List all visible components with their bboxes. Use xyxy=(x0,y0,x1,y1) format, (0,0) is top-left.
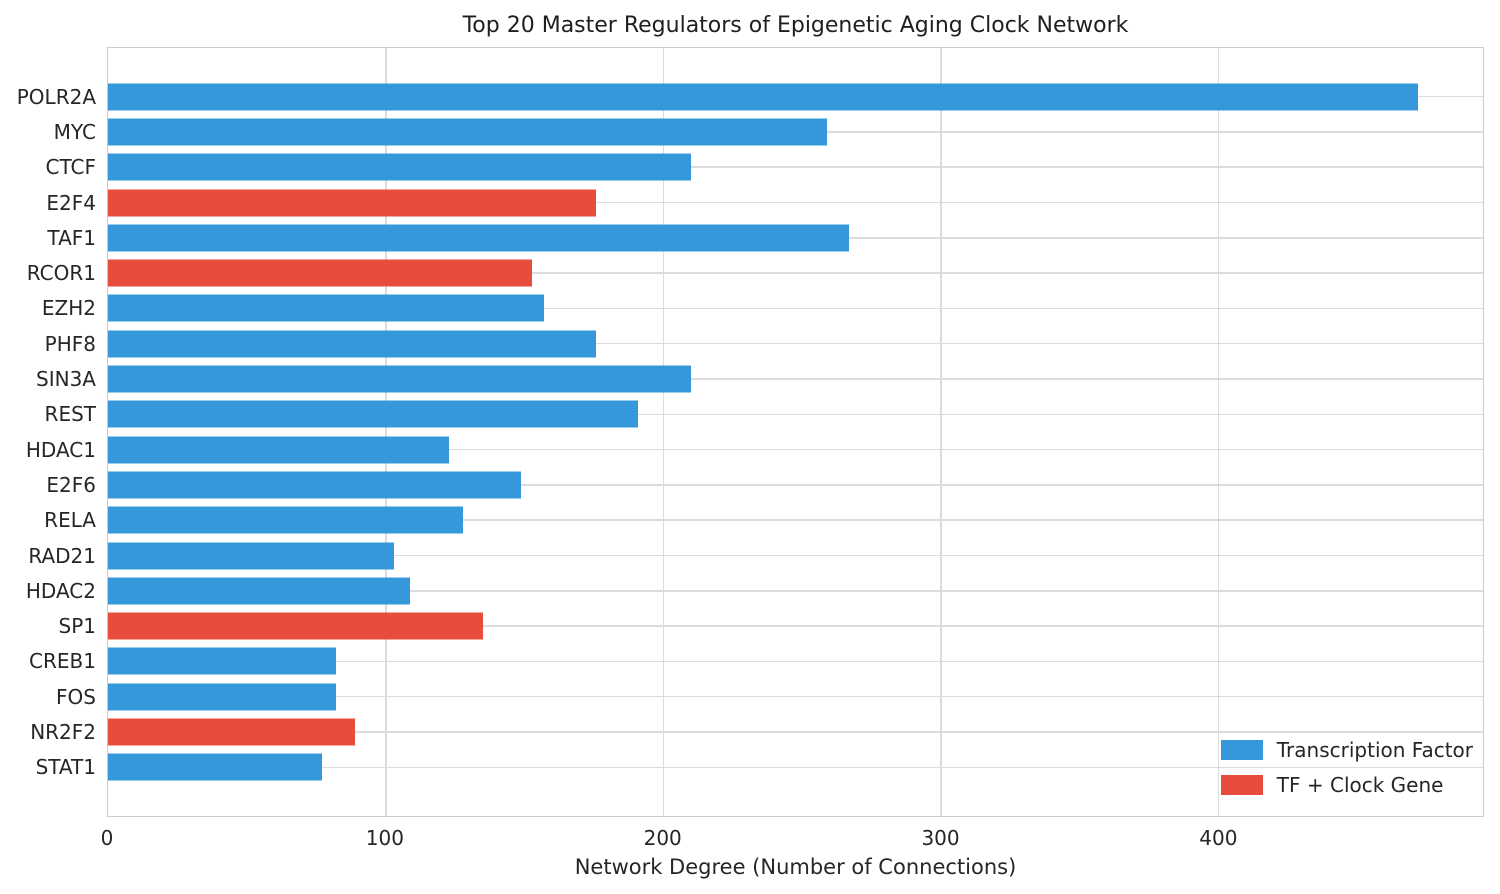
bar-rows: POLR2A MYC CTCF E2F4 TAF1 RCOR1 EZH2 PHF8 SIN3A R… xyxy=(17,48,1483,816)
gridline-x-400 xyxy=(1217,48,1220,816)
xtick-label-400: 400 xyxy=(1199,826,1238,850)
bar-HDAC2 xyxy=(108,577,411,605)
row-FOS: FOS xyxy=(56,679,1483,714)
ytick-label-RCOR1: RCOR1 xyxy=(26,261,96,286)
row-PHF8: PHF8 xyxy=(45,326,1483,361)
gridline-y-CREB1 xyxy=(108,660,1483,663)
ytick-label-REST: REST xyxy=(44,402,96,427)
row-NR2F2: NR2F2 xyxy=(30,714,1483,749)
gridline-y-RAD21 xyxy=(108,554,1483,557)
ytick-label-SIN3A: SIN3A xyxy=(36,367,96,392)
legend-swatch-clock xyxy=(1220,774,1263,795)
row-E2F6: E2F6 xyxy=(46,467,1483,502)
gridline-y-RELA xyxy=(108,519,1483,521)
row-STAT1: STAT1 xyxy=(36,750,1483,785)
x-axis-ticks: 0 100 200 300 400 xyxy=(101,826,1484,852)
ytick-label-NR2F2: NR2F2 xyxy=(30,719,96,744)
bar-MYC xyxy=(108,118,827,146)
row-RELA: RELA xyxy=(44,503,1483,538)
gridline-x-200 xyxy=(662,48,665,816)
row-MYC: MYC xyxy=(54,114,1483,149)
xtick-label-0: 0 xyxy=(100,826,114,850)
gridline-y-RCOR1 xyxy=(108,272,1483,274)
xtick-label-100: 100 xyxy=(365,826,404,850)
ytick-label-E2F4: E2F4 xyxy=(46,190,96,215)
bar-RELA xyxy=(108,506,464,534)
row-TAF1: TAF1 xyxy=(47,220,1483,255)
bar-E2F4 xyxy=(108,189,597,217)
ytick-label-EZH2: EZH2 xyxy=(41,296,96,321)
bar-PHF8 xyxy=(108,330,597,358)
gridline-x-100 xyxy=(385,48,387,816)
bar-E2F6 xyxy=(108,471,522,499)
bar-HDAC1 xyxy=(108,436,450,464)
bar-NR2F2 xyxy=(108,718,355,746)
bar-SP1 xyxy=(108,612,483,640)
bar-STAT1 xyxy=(108,753,322,781)
row-HDAC2: HDAC2 xyxy=(26,573,1483,608)
gridline-y-SIN3A xyxy=(108,378,1483,380)
row-POLR2A: POLR2A xyxy=(17,79,1483,114)
ytick-label-PHF8: PHF8 xyxy=(44,331,96,356)
legend-label-clock: TF + Clock Gene xyxy=(1276,772,1444,797)
gridline-y-E2F4 xyxy=(108,201,1483,204)
row-RAD21: RAD21 xyxy=(28,538,1483,573)
bar-POLR2A xyxy=(108,83,1418,111)
bar-FOS xyxy=(108,683,336,711)
gridline-y-HDAC2 xyxy=(108,590,1483,592)
gridline-y-FOS xyxy=(108,695,1483,698)
bar-CREB1 xyxy=(108,647,336,675)
legend-row-tf: Transcription Factor xyxy=(1220,732,1473,767)
row-CREB1: CREB1 xyxy=(29,644,1483,679)
gridline-y-E2F6 xyxy=(108,484,1483,486)
legend-row-clock: TF + Clock Gene xyxy=(1220,767,1473,802)
row-REST: REST xyxy=(45,397,1483,432)
gridline-y-NR2F2 xyxy=(108,731,1483,733)
plot-area: POLR2A MYC CTCF E2F4 TAF1 RCOR1 EZH2 PHF8 SIN3A R… xyxy=(17,47,1484,817)
gridline-y-EZH2 xyxy=(108,307,1483,310)
ytick-label-RELA: RELA xyxy=(44,508,96,533)
legend-label-tf: Transcription Factor xyxy=(1276,737,1473,762)
legend: Transcription Factor TF + Clock Gene xyxy=(1220,732,1473,802)
row-EZH2: EZH2 xyxy=(42,291,1483,326)
gridline-y-CTCF xyxy=(108,166,1483,168)
bar-RCOR1 xyxy=(108,259,533,287)
ytick-label-TAF1: TAF1 xyxy=(47,225,96,250)
bar-SIN3A xyxy=(108,365,691,393)
gridline-y-STAT1 xyxy=(108,766,1483,769)
legend-swatch-tf xyxy=(1220,739,1263,760)
ytick-label-HDAC1: HDAC1 xyxy=(25,437,96,462)
row-SIN3A: SIN3A xyxy=(36,361,1483,396)
gridline-x-300 xyxy=(940,48,942,816)
ytick-label-RAD21: RAD21 xyxy=(28,543,96,568)
chart-title: Top 20 Master Regulators of Epigenetic A… xyxy=(462,13,1129,38)
gridline-y-HDAC1 xyxy=(108,448,1483,451)
row-CTCF: CTCF xyxy=(46,150,1483,185)
bar-CTCF xyxy=(108,153,691,181)
row-SP1: SP1 xyxy=(59,608,1483,643)
bar-TAF1 xyxy=(108,224,849,252)
xtick-label-200: 200 xyxy=(643,826,682,850)
gridline-y-PHF8 xyxy=(108,342,1483,345)
ytick-label-HDAC2: HDAC2 xyxy=(25,578,96,603)
gridline-y-SP1 xyxy=(108,625,1483,627)
row-RCOR1: RCOR1 xyxy=(27,255,1483,290)
row-E2F4: E2F4 xyxy=(46,185,1483,220)
bar-RAD21 xyxy=(108,542,394,569)
ytick-label-STAT1: STAT1 xyxy=(35,755,96,780)
ytick-label-E2F6: E2F6 xyxy=(46,472,96,497)
ytick-label-FOS: FOS xyxy=(56,684,96,709)
ytick-label-CREB1: CREB1 xyxy=(29,649,96,674)
gridline-y-REST xyxy=(108,413,1483,416)
ytick-label-MYC: MYC xyxy=(53,119,96,144)
ytick-label-SP1: SP1 xyxy=(58,614,96,639)
xtick-label-300: 300 xyxy=(921,826,960,850)
x-axis-label: Network Degree (Number of Connections) xyxy=(574,855,1017,879)
ytick-label-CTCF: CTCF xyxy=(45,155,96,180)
ytick-label-POLR2A: POLR2A xyxy=(16,84,96,109)
bar-EZH2 xyxy=(108,294,544,322)
row-HDAC1: HDAC1 xyxy=(26,432,1483,467)
bar-REST xyxy=(108,400,638,428)
